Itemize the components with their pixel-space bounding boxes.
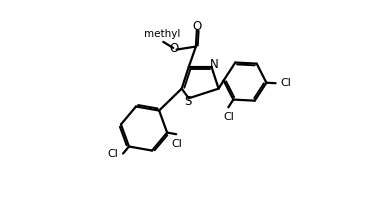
Text: methyl: methyl xyxy=(144,29,180,39)
Text: O: O xyxy=(169,42,178,55)
Text: Cl: Cl xyxy=(108,149,119,159)
Text: O: O xyxy=(192,20,201,33)
Text: Cl: Cl xyxy=(172,139,183,149)
Text: S: S xyxy=(184,95,191,109)
Text: N: N xyxy=(210,58,218,71)
Text: Cl: Cl xyxy=(280,78,291,88)
Text: Cl: Cl xyxy=(223,112,234,122)
